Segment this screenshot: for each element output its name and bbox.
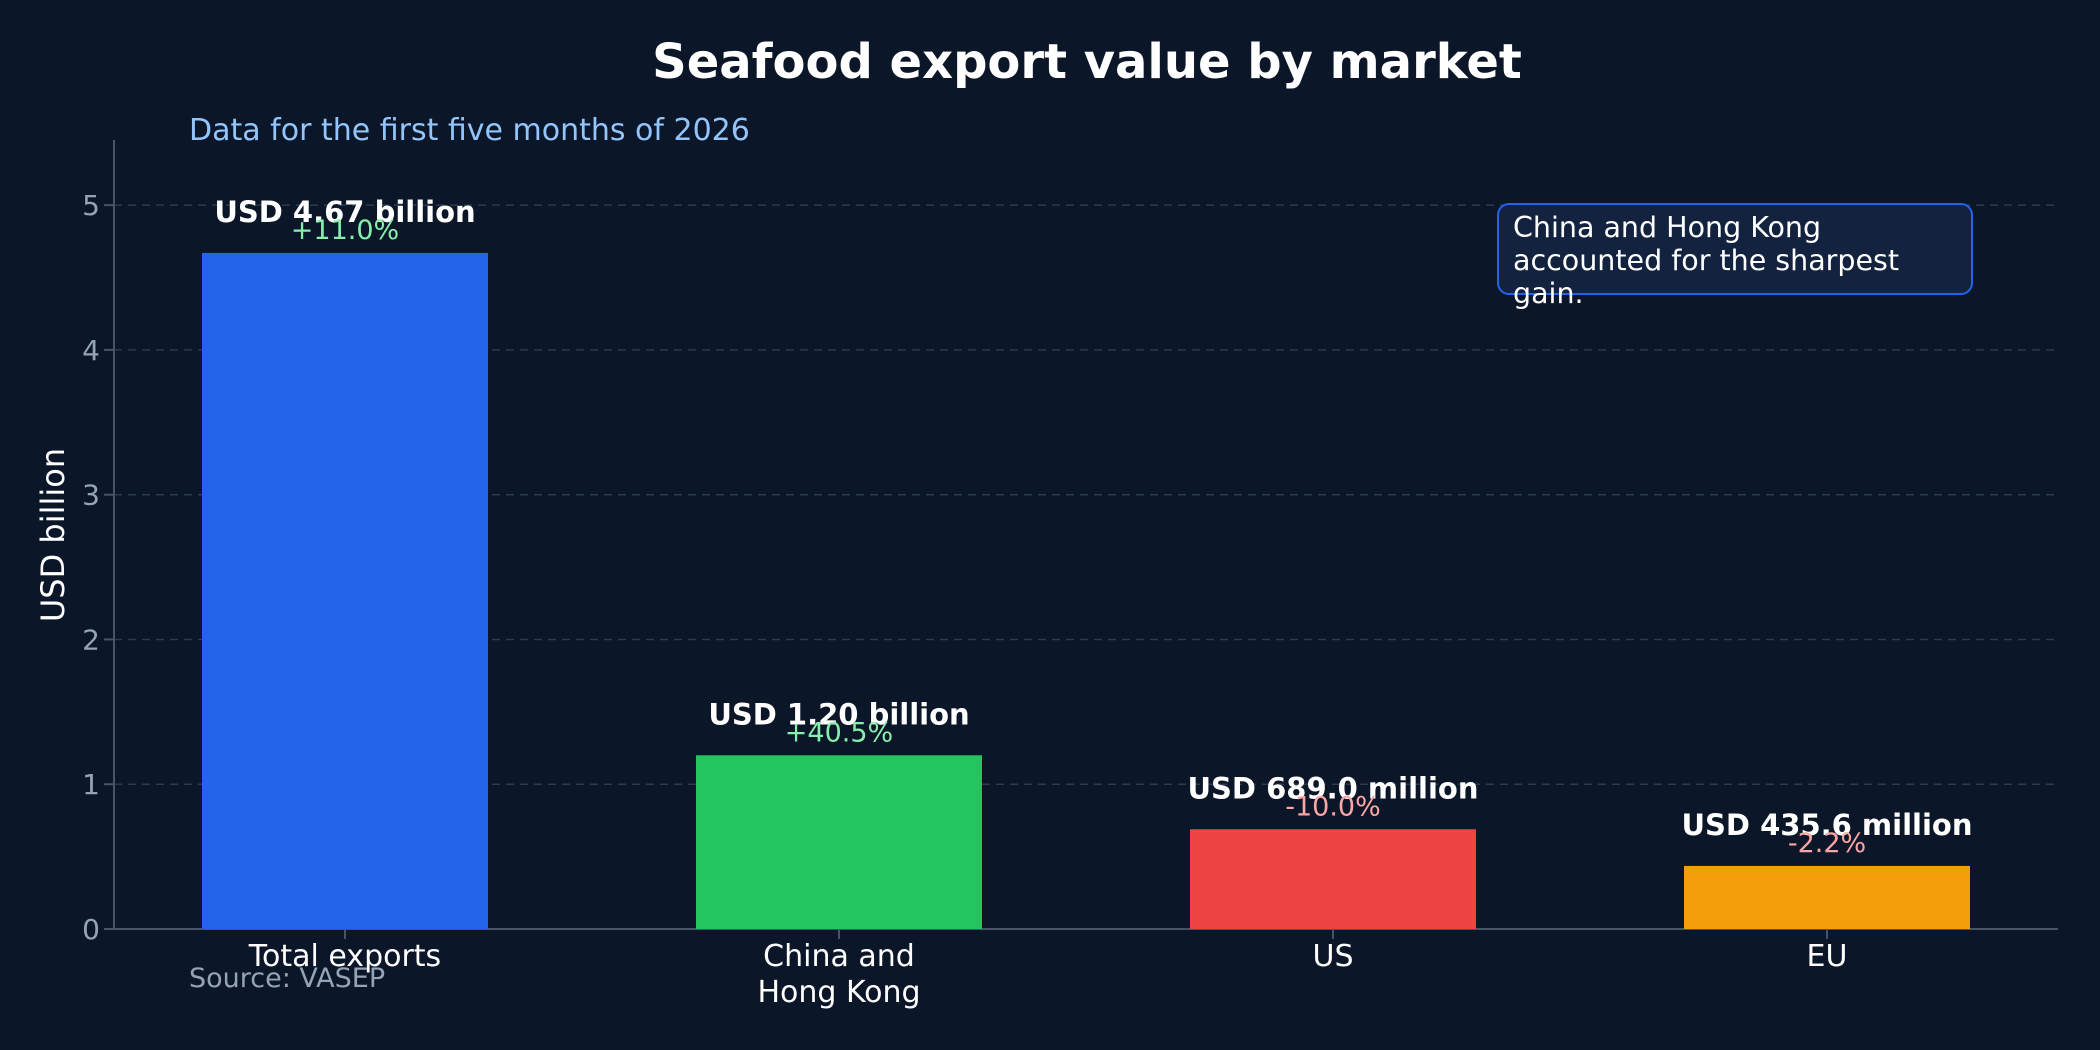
value-label-2: USD 1.20 billion — [708, 697, 969, 731]
x-tick-label-line: Hong Kong — [757, 975, 920, 1010]
x-tick-label-4: EU — [1807, 939, 1848, 974]
chart-title: Seafood export value by market — [652, 34, 1522, 90]
x-tick-label-3: US — [1312, 939, 1353, 974]
x-tick-label-1: Total exports — [248, 939, 441, 974]
annotation-box: China and Hong Kong accounted for the sh… — [1497, 203, 1973, 310]
chart-subtitle: Data for the first five months of 2026 — [189, 113, 750, 148]
x-tick-label-line: EU — [1807, 939, 1848, 974]
bar-4 — [1684, 865, 1970, 929]
y-tick-label-2: 2 — [82, 623, 100, 656]
bar-labels: USD 4.67 billion+11.0% USD 1.20 billion+4… — [214, 195, 1972, 859]
source-note: Source: VASEP — [189, 963, 385, 994]
y-axis-label: USD billion — [34, 448, 72, 622]
y-tick-label-3: 3 — [82, 479, 100, 512]
bar-2 — [696, 755, 982, 929]
value-label-4: USD 435.6 million — [1682, 808, 1973, 842]
x-tick-label-line: US — [1312, 939, 1353, 974]
change-label-4: -2.2% — [1788, 828, 1866, 859]
value-label-3: USD 689.0 million — [1188, 771, 1479, 805]
x-axis-ticks: Total exports China and Hong Kong US EU — [248, 929, 1848, 1010]
change-label-2: +40.5% — [785, 717, 893, 748]
y-tick-label-5: 5 — [82, 189, 100, 222]
change-label-1: +11.0% — [291, 215, 399, 246]
value-label-1: USD 4.67 billion — [214, 195, 475, 229]
y-tick-label-0: 0 — [82, 913, 100, 946]
bar-1 — [202, 252, 488, 930]
x-tick-label-line: Total exports — [248, 939, 441, 974]
y-tick-label-4: 4 — [82, 334, 100, 367]
change-label-3: -10.0% — [1285, 791, 1381, 822]
bar-3 — [1190, 829, 1476, 929]
x-tick-label-line: China and — [763, 939, 915, 974]
y-axis-ticks: 0 1 2 3 4 5 — [82, 189, 114, 946]
x-tick-label-2: China and Hong Kong — [757, 939, 920, 1010]
annotation-line-1: China and Hong Kong — [1513, 211, 1822, 244]
annotation-line-2: accounted for the sharpest gain. — [1513, 244, 1900, 310]
bars — [202, 252, 1970, 930]
y-tick-label-1: 1 — [82, 768, 100, 801]
